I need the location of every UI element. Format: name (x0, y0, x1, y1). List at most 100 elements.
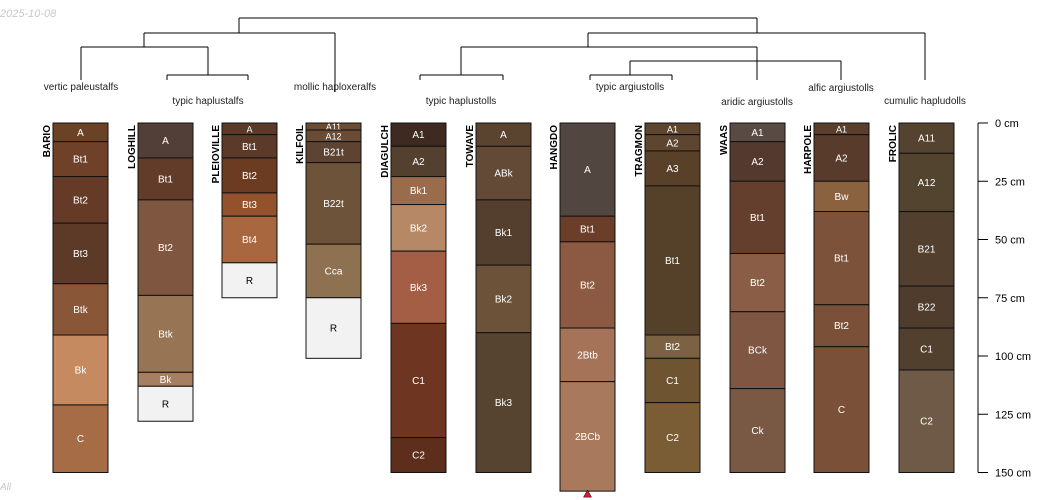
horizon-a12 (898, 152, 955, 213)
horizon-c1 (644, 357, 701, 404)
horizon-c1 (898, 327, 955, 371)
horizon-label: BCk (748, 346, 768, 357)
horizon-bt4 (221, 215, 278, 264)
horizon-label: Bk3 (410, 283, 428, 294)
horizon-bt1 (52, 141, 109, 178)
taxon-label: typic haplustolls (426, 96, 497, 107)
horizon-r (137, 385, 194, 422)
horizon-label: Bt1 (580, 225, 595, 236)
profile-name: DIAGULCH (380, 125, 391, 178)
depth-tick-label: 50 cm (995, 235, 1025, 247)
horizon-label: A1 (836, 124, 847, 134)
profile-name: HARPOLE (803, 125, 814, 174)
horizon-label: Bt2 (580, 280, 595, 291)
profile-hangdo: A Bt1 Bt2 2Btb 2BCb HANGDO (549, 122, 616, 492)
horizon-bw (813, 180, 870, 213)
horizon-label: Bk3 (495, 398, 513, 409)
horizon-label: B22t (323, 199, 344, 210)
profile-towave: A ABk Bk1 Bk2 Bk3 TOWAVE (465, 122, 532, 474)
horizon-bt2 (813, 304, 870, 348)
profile-frolic: A11 A12 B21 B22 C1 C2 FROLIC (888, 122, 955, 474)
horizon-label: Bk1 (495, 228, 513, 239)
horizon-label: Bt1 (158, 174, 173, 185)
horizon-label: Bk1 (410, 186, 428, 197)
depth-tick-label: 25 cm (995, 176, 1025, 188)
horizon-label: A2 (666, 138, 679, 149)
horizon-label: A12 (325, 131, 341, 141)
horizon-label: Bt2 (242, 171, 257, 182)
horizon-btk (137, 294, 194, 373)
horizon-label: R (330, 324, 337, 335)
horizon-label: A2 (412, 157, 425, 168)
horizon-label: Bt2 (158, 243, 173, 254)
horizon-label: A (77, 128, 84, 139)
horizon-c2 (644, 402, 701, 474)
profile-bario: A Bt1 Bt2 Bt3 Btk Bk C BARIO (42, 122, 109, 473)
horizon-bt1 (813, 211, 870, 306)
horizon-label: B21t (323, 148, 344, 159)
corner-label: All (0, 482, 12, 493)
horizon-label: A (162, 136, 169, 147)
horizon-label: Bt1 (242, 142, 257, 153)
horizon-label: Bk (160, 375, 173, 386)
horizon-label: A1 (751, 128, 764, 139)
horizon-label: Btk (73, 305, 88, 316)
horizon-btk (52, 283, 109, 336)
horizon-label: C2 (412, 451, 425, 462)
horizon-label: C1 (920, 345, 933, 356)
horizon-label: Bt1 (750, 213, 765, 224)
horizon-bck (729, 311, 786, 390)
horizon-c2 (390, 437, 447, 473)
profile-name: PLEIOVILLE (211, 125, 222, 184)
horizon-bt1 (729, 180, 786, 254)
horizon-label: A12 (918, 178, 936, 189)
horizon-a (137, 122, 194, 159)
profile-name: KILFOIL (295, 125, 306, 164)
depth-tick-label: 125 cm (995, 409, 1031, 421)
horizon-bk3 (475, 332, 532, 474)
horizon-label: Bk (75, 365, 88, 376)
profile-name: WAAS (719, 125, 730, 155)
horizon-label: Cca (325, 266, 343, 277)
horizon-bt1 (137, 157, 194, 201)
profile-diagulch: A1 A2 Bk1 Bk2 Bk3 C1 C2 DIAGULCH (380, 122, 447, 473)
horizon-label: Bt2 (750, 278, 765, 289)
profile-tragmon: A1 A2 A3 Bt1 Bt2 C1 C2 TRAGMON (634, 122, 701, 474)
horizon-label: A (584, 165, 591, 176)
depth-axis: 0 cm 25 cm 50 cm 75 cm 100 cm 125 cm 150 cm (977, 118, 1031, 480)
horizon-label: A1 (412, 130, 425, 141)
horizon-label: Bt1 (834, 254, 849, 265)
horizon-label: Bt1 (665, 256, 680, 267)
profile-name: FROLIC (888, 125, 899, 162)
horizon-label: Bt4 (242, 235, 257, 246)
horizon-label: Btk (158, 329, 173, 340)
depth-tick-label: 75 cm (995, 293, 1025, 305)
horizon-bk1 (475, 199, 532, 266)
horizon-label: Bt3 (73, 249, 88, 260)
horizon-bt2 (52, 176, 109, 224)
taxon-label: aridic argiustolls (721, 97, 793, 108)
depth-tick-label: 150 cm (995, 468, 1031, 480)
horizon-label: Bk2 (410, 223, 428, 234)
horizon-label: A2 (751, 157, 764, 168)
profile-loghill: A Bt1 Bt2 Btk Bk R LOGHILL (127, 122, 194, 422)
horizon-bt2 (137, 199, 194, 296)
horizon-label: C (838, 405, 845, 416)
horizon-label: C1 (666, 376, 679, 387)
horizon-label: R (246, 276, 253, 287)
date-stamp: 2025-10-08 (0, 8, 57, 20)
profile-name: TOWAVE (465, 125, 476, 168)
horizon-bt1 (644, 185, 701, 336)
profile-name: LOGHILL (127, 125, 138, 169)
horizon-b21 (898, 211, 955, 287)
horizon-2bcb (559, 381, 616, 492)
horizon-a2 (729, 141, 786, 182)
horizon-bk (52, 334, 109, 406)
horizon-ck (729, 388, 786, 473)
horizon-c (52, 404, 109, 473)
profile-harpole: A1 A2 Bw Bt1 Bt2 C HARPOLE (803, 122, 870, 473)
horizon-label: Bt2 (665, 342, 680, 353)
horizon-label: 2Btb (577, 350, 598, 361)
horizon-bt1 (559, 215, 616, 243)
